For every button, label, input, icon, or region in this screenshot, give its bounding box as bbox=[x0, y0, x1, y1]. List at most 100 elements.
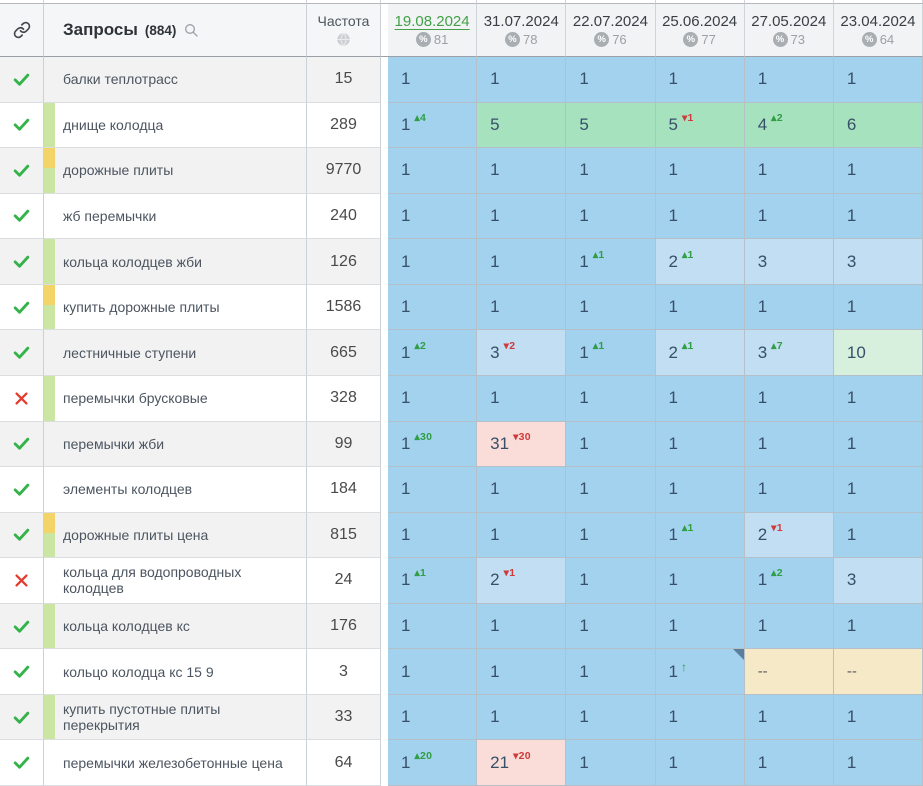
position-cell[interactable]: 1 bbox=[477, 694, 567, 741]
date-column-header[interactable]: 23.04.2024% 64 bbox=[833, 3, 923, 57]
position-cell[interactable]: 1 ▴4 bbox=[388, 102, 478, 149]
position-cell[interactable]: 1 ▴20 bbox=[388, 740, 478, 786]
position-cell[interactable]: 5 bbox=[566, 102, 656, 149]
position-cell[interactable]: 1 bbox=[477, 239, 567, 285]
position-cell[interactable]: 6 bbox=[833, 102, 923, 149]
position-cell[interactable]: 1 bbox=[744, 375, 834, 422]
query-cell[interactable]: дорожные плиты цена bbox=[44, 512, 307, 559]
status-cell[interactable] bbox=[0, 148, 44, 194]
position-cell[interactable]: 1 bbox=[744, 740, 834, 786]
query-cell[interactable]: днище колодца bbox=[44, 102, 307, 149]
query-cell[interactable]: кольцо колодца кс 15 9 bbox=[44, 649, 307, 695]
position-cell[interactable]: 1 bbox=[655, 558, 745, 604]
position-cell[interactable]: 1 bbox=[833, 193, 923, 240]
position-cell[interactable]: 1 bbox=[388, 239, 478, 285]
query-cell[interactable]: перемычки железобетонные цена bbox=[44, 740, 307, 786]
status-cell[interactable] bbox=[0, 57, 44, 103]
frequency-column-header[interactable]: Частота bbox=[307, 3, 381, 57]
query-cell[interactable]: лестничные ступени bbox=[44, 330, 307, 376]
status-cell[interactable] bbox=[0, 193, 44, 240]
position-cell[interactable]: -- bbox=[744, 649, 834, 695]
queries-column-header[interactable]: Запросы (884) bbox=[44, 3, 307, 57]
position-cell[interactable]: 1 bbox=[566, 649, 656, 695]
query-cell[interactable]: кольца для водопроводных колодцев bbox=[44, 558, 307, 604]
position-cell[interactable]: 1 bbox=[477, 603, 567, 650]
position-cell[interactable]: 1 ▴1 bbox=[388, 558, 478, 604]
position-cell[interactable]: 1 bbox=[477, 284, 567, 331]
status-cell[interactable] bbox=[0, 649, 44, 695]
position-cell[interactable]: 1 bbox=[833, 421, 923, 468]
position-cell[interactable]: 1 bbox=[566, 603, 656, 650]
position-cell[interactable]: 3 bbox=[833, 558, 923, 604]
position-cell[interactable]: 1 ▴1 bbox=[566, 239, 656, 285]
position-cell[interactable]: 1 bbox=[566, 193, 656, 240]
position-cell[interactable]: 1 bbox=[388, 467, 478, 513]
status-cell[interactable] bbox=[0, 512, 44, 559]
position-cell[interactable]: 1 bbox=[655, 694, 745, 741]
query-cell[interactable]: купить дорожные плиты bbox=[44, 284, 307, 331]
position-cell[interactable]: 21 ▾20 bbox=[477, 740, 567, 786]
position-cell[interactable]: 5 bbox=[477, 102, 567, 149]
status-cell[interactable] bbox=[0, 102, 44, 149]
date-label[interactable]: 22.07.2024 bbox=[572, 13, 648, 30]
position-cell[interactable]: 3 bbox=[744, 239, 834, 285]
position-cell[interactable]: 1 bbox=[388, 603, 478, 650]
position-cell[interactable]: 1 bbox=[566, 421, 656, 468]
position-cell[interactable]: 1 bbox=[744, 467, 834, 513]
query-cell[interactable]: жб перемычки bbox=[44, 193, 307, 240]
position-cell[interactable]: 1 bbox=[477, 649, 567, 695]
position-cell[interactable]: 1 bbox=[566, 512, 656, 559]
date-column-header[interactable]: 27.05.2024% 73 bbox=[744, 3, 834, 57]
position-cell[interactable]: 1 ▴1 bbox=[566, 330, 656, 376]
position-cell[interactable]: 1 bbox=[744, 603, 834, 650]
position-cell[interactable]: 1 bbox=[655, 740, 745, 786]
date-label[interactable]: 25.06.2024 bbox=[662, 13, 738, 30]
position-cell[interactable]: 1 bbox=[477, 467, 567, 513]
status-cell[interactable] bbox=[0, 330, 44, 376]
position-cell[interactable]: 4 ▴2 bbox=[744, 102, 834, 149]
link-column-header[interactable] bbox=[0, 3, 44, 57]
position-cell[interactable]: 1 bbox=[388, 512, 478, 559]
date-column-header[interactable]: 22.07.2024% 76 bbox=[566, 3, 656, 57]
date-column-header[interactable]: 31.07.2024% 78 bbox=[477, 3, 567, 57]
position-cell[interactable]: 1 bbox=[388, 148, 478, 194]
status-cell[interactable] bbox=[0, 421, 44, 468]
position-cell[interactable]: 1 bbox=[833, 375, 923, 422]
status-cell[interactable] bbox=[0, 694, 44, 741]
position-cell[interactable]: 1 bbox=[566, 694, 656, 741]
status-cell[interactable] bbox=[0, 239, 44, 285]
position-cell[interactable]: 1 bbox=[744, 284, 834, 331]
position-cell[interactable]: 1 bbox=[655, 193, 745, 240]
position-cell[interactable]: 1 bbox=[566, 284, 656, 331]
position-cell[interactable]: 1 bbox=[655, 603, 745, 650]
date-label[interactable]: 27.05.2024 bbox=[751, 13, 827, 30]
position-cell[interactable]: 1 bbox=[744, 148, 834, 194]
position-cell[interactable]: 1 bbox=[388, 284, 478, 331]
search-icon[interactable] bbox=[183, 22, 199, 38]
query-cell[interactable]: купить пустотные плиты перекрытия bbox=[44, 694, 307, 741]
position-cell[interactable]: 1 bbox=[833, 603, 923, 650]
note-corner-marker[interactable] bbox=[732, 649, 744, 661]
position-cell[interactable]: 1 bbox=[655, 57, 745, 103]
position-cell[interactable]: 1 ▴1 bbox=[655, 512, 745, 559]
position-cell[interactable]: 1 bbox=[833, 512, 923, 559]
position-cell[interactable]: 3 ▾2 bbox=[477, 330, 567, 376]
position-cell[interactable]: 1 bbox=[655, 375, 745, 422]
position-cell[interactable]: -- bbox=[833, 649, 923, 695]
date-column-header[interactable]: 19.08.2024% 81 bbox=[388, 3, 478, 57]
position-cell[interactable]: 5 ▾1 bbox=[655, 102, 745, 149]
position-cell[interactable]: 1 bbox=[655, 467, 745, 513]
position-cell[interactable]: 1 bbox=[566, 467, 656, 513]
query-cell[interactable]: кольца колодцев жби bbox=[44, 239, 307, 285]
position-cell[interactable]: 1 bbox=[477, 57, 567, 103]
query-cell[interactable]: кольца колодцев кс bbox=[44, 603, 307, 650]
position-cell[interactable]: 1 bbox=[477, 375, 567, 422]
query-cell[interactable]: элементы колодцев bbox=[44, 467, 307, 513]
position-cell[interactable]: 1 bbox=[744, 694, 834, 741]
position-cell[interactable]: 1 bbox=[744, 421, 834, 468]
position-cell[interactable]: 31 ▾30 bbox=[477, 421, 567, 468]
position-cell[interactable]: 1 bbox=[833, 467, 923, 513]
position-cell[interactable]: 1 bbox=[833, 694, 923, 741]
position-cell[interactable]: 1 bbox=[388, 193, 478, 240]
position-cell[interactable]: 1 bbox=[388, 649, 478, 695]
